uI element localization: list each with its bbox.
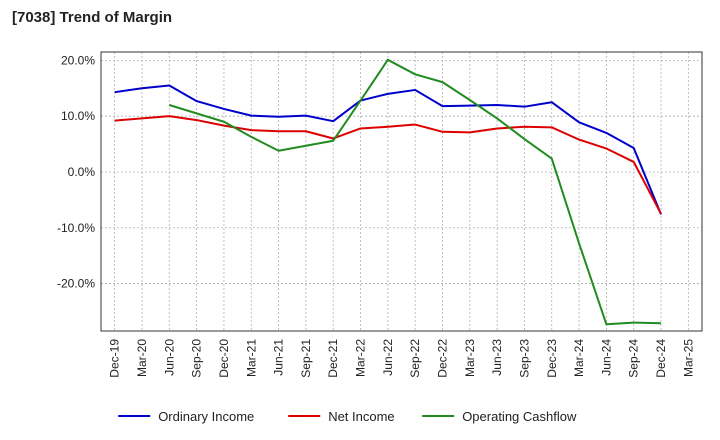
x-tick-label: Mar-25 (681, 339, 695, 377)
ordinary-income-line (114, 84, 662, 215)
y-axis-tick-labels: 20.0% 10.0% 0.0% -10.0% -20.0% (57, 53, 95, 290)
legend-label-net-income: Net Income (328, 409, 394, 424)
plot-area-frame (100, 51, 703, 332)
x-tick-label: Jun-22 (381, 339, 395, 376)
x-tick-label: Sep-21 (299, 339, 313, 378)
x-tick-label: Dec-23 (545, 339, 559, 378)
x-tick-label: Dec-24 (654, 339, 668, 378)
legend-label-ordinary-income: Ordinary Income (158, 409, 254, 424)
x-tick-label: Sep-24 (627, 339, 641, 378)
y-tick-label: 10.0% (61, 109, 95, 123)
x-tick-label: Dec-21 (326, 339, 340, 378)
y-tick-label: 20.0% (61, 53, 95, 67)
grid-lines (101, 52, 702, 331)
x-tick-label: Mar-24 (572, 339, 586, 377)
x-tick-label: Mar-22 (354, 339, 368, 377)
y-tick-label: -10.0% (57, 221, 95, 235)
x-tick-label: Jun-21 (272, 339, 286, 376)
x-tick-label: Dec-19 (108, 339, 122, 378)
x-tick-label: Mar-20 (135, 339, 149, 377)
operating-cashflow-line (169, 58, 662, 326)
x-tick-label: Jun-23 (490, 339, 504, 376)
y-tick-label: -20.0% (57, 277, 95, 291)
x-tick-label: Mar-23 (463, 339, 477, 377)
x-tick-label: Mar-21 (244, 339, 258, 377)
x-tick-label: Dec-20 (217, 339, 231, 378)
x-tick-label: Sep-22 (408, 339, 422, 378)
x-tick-label: Jun-20 (162, 339, 176, 376)
chart-title: [7038] Trend of Margin (12, 9, 173, 26)
x-tick-label: Sep-20 (190, 339, 204, 378)
net-income-line (114, 115, 662, 215)
y-tick-label: 0.0% (68, 165, 96, 179)
legend-label-operating-cashflow: Operating Cashflow (462, 409, 577, 424)
legend: Ordinary Income Net Income Operating Cashf… (118, 409, 577, 424)
x-tick-label: Dec-22 (435, 339, 449, 378)
x-tick-label: Jun-24 (599, 339, 613, 376)
x-tick-label: Sep-23 (517, 339, 531, 378)
x-axis-tick-labels: Dec-19 Mar-20 Jun-20 Sep-20 Dec-20 Mar-21 Jun-… (108, 339, 696, 378)
series-lines (114, 58, 662, 326)
